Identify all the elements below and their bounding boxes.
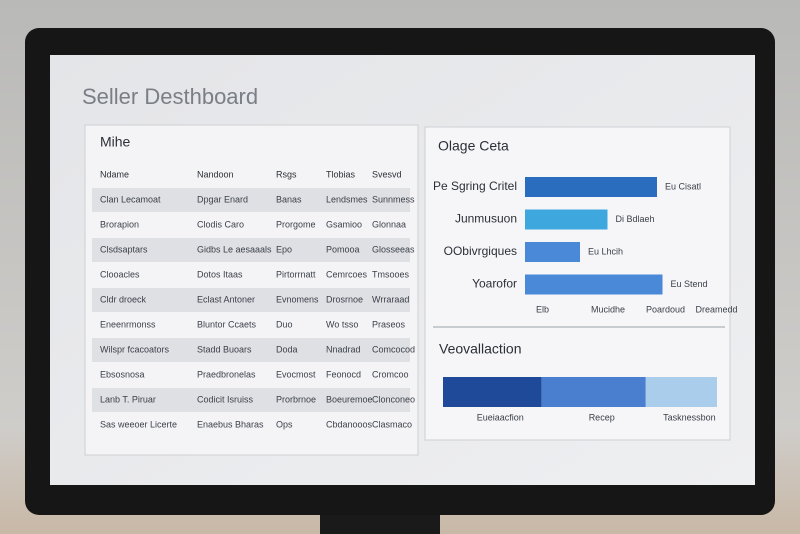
- table-cell: Lanb T. Piruar: [100, 394, 156, 404]
- x-tick-label: Dreamedd: [696, 304, 738, 314]
- chart-title: Olage Ceta: [438, 138, 509, 154]
- table-cell: Pirtorrnatt: [276, 269, 316, 279]
- bar-segment: [645, 377, 717, 407]
- table-cell: Banas: [276, 194, 302, 204]
- table-cell: Dotos Itaas: [197, 269, 243, 279]
- table-title: Mihe: [100, 134, 131, 150]
- bar: [525, 177, 657, 197]
- table-cell: Glosseeas: [372, 244, 415, 254]
- table-cell: Sas weeoer Licerte: [100, 419, 177, 429]
- row-stripe: [92, 238, 410, 262]
- bar-annotation: Di Bdlaeh: [616, 214, 655, 224]
- table-cell: Drosrnoe: [326, 294, 363, 304]
- table-cell: Evocmost: [276, 369, 316, 379]
- category-label: Pe Sgring Critel: [433, 179, 517, 193]
- category-label: Junmusuon: [455, 212, 517, 226]
- table-cell: Lendsmes: [326, 194, 368, 204]
- row-stripe: [92, 288, 410, 312]
- table-cell: Pomooa: [326, 244, 360, 254]
- column-header: Ndame: [100, 169, 129, 179]
- table-cell: Boeuremoe: [326, 394, 373, 404]
- table-cell: Gidbs Le aesaaals: [197, 244, 272, 254]
- table-cell: Enaebus Bharas: [197, 419, 264, 429]
- table-cell: Wo tsso: [326, 319, 358, 329]
- table-cell: Clonconeo: [372, 394, 415, 404]
- table-cell: Dpgar Enard: [197, 194, 248, 204]
- table-cell: Stadd Buoars: [197, 344, 252, 354]
- legend-label: Recep: [589, 412, 615, 422]
- x-tick-label: Mucidhe: [591, 304, 625, 314]
- table-cell: Sunnmess: [372, 194, 415, 204]
- table-cell: Prorgome: [276, 219, 316, 229]
- column-header: Svesvd: [372, 169, 402, 179]
- table-cell: Epo: [276, 244, 292, 254]
- bar-annotation: Eu Cisatl: [665, 181, 701, 191]
- table-cell: Eneenrmonss: [100, 319, 156, 329]
- bar-segment: [541, 377, 646, 407]
- column-header: Tlobias: [326, 169, 356, 179]
- table-cell: Cromcoo: [372, 369, 409, 379]
- row-stripe: [92, 338, 410, 362]
- table-cell: Prorbrnoe: [276, 394, 316, 404]
- bar: [525, 209, 608, 230]
- table-cell: Praedbronelas: [197, 369, 256, 379]
- row-stripe: [92, 188, 410, 212]
- category-label: OObivrgiques: [444, 244, 517, 258]
- table-cell: Cemrcoes: [326, 269, 368, 279]
- table-cell: Clooacles: [100, 269, 140, 279]
- table-cell: Doda: [276, 344, 298, 354]
- table-cell: Eclast Antoner: [197, 294, 255, 304]
- table-cell: Bluntor Ccaets: [197, 319, 257, 329]
- table-cell: Clodis Caro: [197, 219, 244, 229]
- category-label: Yoarofor: [472, 277, 517, 291]
- table-cell: Praseos: [372, 319, 406, 329]
- table-cell: Codicit Isruiss: [197, 394, 254, 404]
- table-cell: Cldr droeck: [100, 294, 147, 304]
- table-cell: Feonocd: [326, 369, 361, 379]
- table-cell: Clan Lecamoat: [100, 194, 161, 204]
- table-cell: Clsdsaptars: [100, 244, 148, 254]
- table-cell: Glonnaa: [372, 219, 406, 229]
- table-cell: Nnadrad: [326, 344, 361, 354]
- table-cell: Wrraraad: [372, 294, 409, 304]
- content: Ndame Nandoon Rsgs Tlobias Svesvd Clan Lecamo…: [92, 138, 738, 429]
- row-stripe: [92, 388, 410, 412]
- bar-annotation: Eu Stend: [671, 279, 708, 289]
- bar-segment: [443, 377, 542, 407]
- column-header: Nandoon: [197, 169, 234, 179]
- table-cell: Comcocod: [372, 344, 415, 354]
- x-tick-label: Elb: [536, 304, 549, 314]
- bar: [525, 274, 663, 295]
- table-cell: Ops: [276, 419, 293, 429]
- table-cell: Cbdanooos: [326, 419, 373, 429]
- table-cell: Wilspr fcacoators: [100, 344, 170, 354]
- page-title: Seller Desthboard: [82, 84, 258, 109]
- legend-label: Tasknessbon: [663, 412, 716, 422]
- table-cell: Brorapion: [100, 219, 139, 229]
- chart-title: Veovallaction: [439, 341, 522, 357]
- table-cell: Gsamioo: [326, 219, 362, 229]
- table-cell: Duo: [276, 319, 293, 329]
- x-tick-label: Poardoud: [646, 304, 685, 314]
- legend-label: Eueiaacfion: [477, 412, 524, 422]
- table-cell: Tmsooes: [372, 269, 410, 279]
- bar-annotation: Eu Lhcih: [588, 246, 623, 256]
- column-header: Rsgs: [276, 169, 297, 179]
- table-cell: Ebsosnosa: [100, 369, 145, 379]
- bar: [525, 242, 580, 262]
- table-cell: Evnomens: [276, 294, 319, 304]
- table-cell: Clasmaco: [372, 419, 412, 429]
